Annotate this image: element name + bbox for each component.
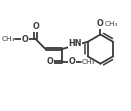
Text: O: O (69, 57, 75, 66)
Text: CH₃: CH₃ (82, 59, 95, 65)
Text: O: O (32, 22, 39, 31)
Text: O: O (97, 19, 104, 28)
Text: HN: HN (68, 39, 82, 48)
Text: CH₃: CH₃ (105, 21, 118, 27)
Text: O: O (47, 57, 53, 66)
Text: CH₃: CH₃ (1, 36, 15, 42)
Text: O: O (22, 35, 29, 44)
